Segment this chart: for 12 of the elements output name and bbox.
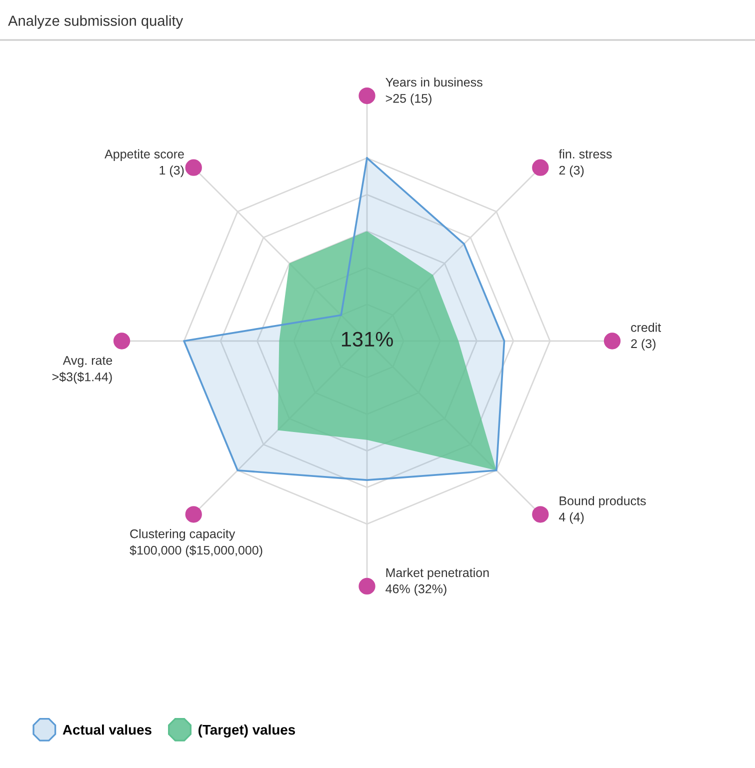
spoke-label: Clustering capacity $100,000 ($15,000,000)	[130, 529, 262, 558]
spoke-label: Avg. rate >$3($1.44)	[52, 356, 112, 384]
chart-title: Analyze submission quality	[8, 15, 184, 29]
legend-label: Actual values	[62, 724, 152, 735]
spoke-label: Appetite score 1 (3)	[104, 149, 184, 178]
spoke-label: credit 2 (3)	[631, 322, 661, 351]
text: 131%	[342, 332, 393, 347]
spoke-label: Bound products 4 (4)	[558, 496, 646, 524]
spoke-label: Market penetration 46% (32%)	[386, 568, 489, 596]
spoke-label: fin. stress 2 (3)	[558, 149, 612, 178]
spoke-label: Years in business >25 (15)	[386, 77, 482, 106]
legend-label: (Target) values	[198, 724, 296, 738]
